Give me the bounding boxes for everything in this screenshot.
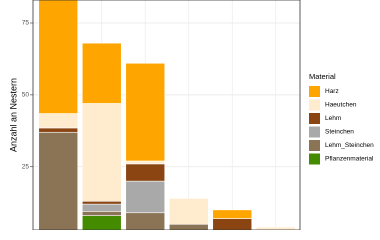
- legend-key: [309, 86, 320, 97]
- legend-key: [309, 99, 320, 111]
- legend-label: Steinchen: [325, 129, 354, 136]
- legend-key: [309, 140, 320, 151]
- bar-segment: [81, 42, 122, 104]
- bar-segment: [81, 203, 122, 212]
- bar-segment: [38, 131, 79, 230]
- bar-segment: [38, 113, 79, 129]
- legend-label: Lehm_Steinchen: [325, 142, 374, 149]
- bar-segment: [81, 215, 122, 230]
- page: Anzahl an Nestern Material Harz Haeutchen…: [8, 0, 375, 230]
- legend-key: [309, 126, 320, 138]
- legend-label: Pflanzenmaterial: [325, 156, 374, 163]
- bar-segment: [81, 200, 122, 205]
- legend-key: [309, 153, 320, 165]
- bar-segment: [38, 127, 79, 133]
- bar-segment: [38, 0, 79, 114]
- bar-segment: [81, 103, 122, 202]
- bar-segment: [125, 212, 166, 230]
- legend-title: Material: [309, 72, 336, 81]
- chart: Anzahl an Nestern Material Harz Haeutchen…: [8, 0, 374, 230]
- y-axis-label: Anzahl an Nestern: [8, 78, 18, 152]
- bar-segment: [125, 160, 166, 165]
- bar-segment: [168, 198, 209, 225]
- panel-border: [32, 0, 301, 230]
- legend-label: Haeutchen: [325, 102, 357, 109]
- bar-segment: [125, 180, 166, 214]
- bar-segment: [81, 211, 122, 216]
- bar-segment: [212, 218, 253, 230]
- bar-segment: [255, 226, 296, 230]
- y-tick-label: 75: [22, 20, 30, 27]
- bar-segment: [125, 62, 166, 162]
- legend-label: Lehm: [325, 115, 341, 122]
- bar-segment: [125, 163, 166, 182]
- bar-segment: [212, 209, 253, 219]
- legend-key: [309, 113, 320, 124]
- y-tick-label: 25: [22, 163, 30, 170]
- bar-segment: [168, 223, 209, 230]
- y-tick-label: 50: [22, 92, 30, 99]
- legend: Harz Haeutchen Lehm Steinchen Lehm_Steinchen…: [309, 86, 374, 165]
- legend-label: Harz: [325, 88, 339, 95]
- bars: [38, 0, 296, 230]
